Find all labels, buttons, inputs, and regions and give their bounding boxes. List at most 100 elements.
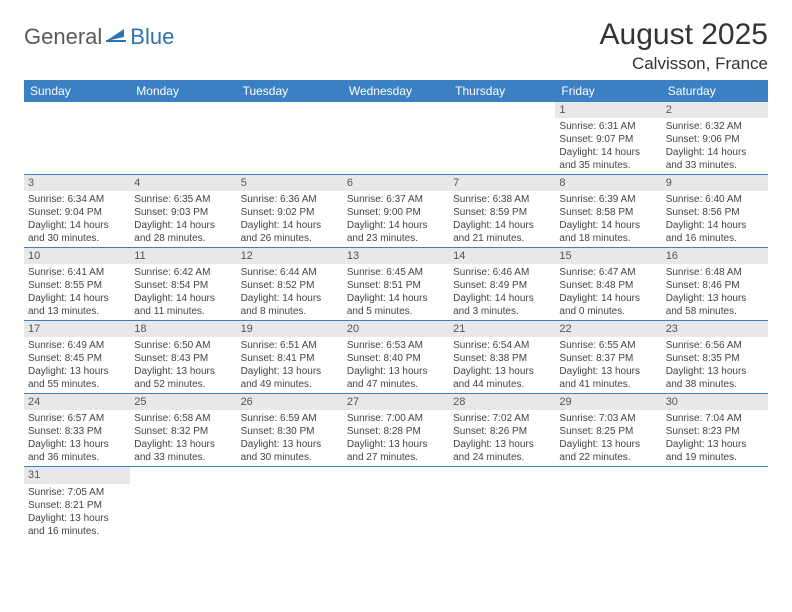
calendar-cell: [130, 102, 236, 175]
day-number: 4: [130, 175, 236, 191]
day-info: Sunrise: 6:36 AMSunset: 9:02 PMDaylight:…: [237, 191, 343, 247]
day-number: 19: [237, 321, 343, 337]
calendar-cell: [449, 467, 555, 540]
logo-text-general: General: [24, 24, 102, 50]
calendar-cell: 4Sunrise: 6:35 AMSunset: 9:03 PMDaylight…: [130, 175, 236, 248]
calendar-cell: 8Sunrise: 6:39 AMSunset: 8:58 PMDaylight…: [555, 175, 661, 248]
day-info: Sunrise: 6:56 AMSunset: 8:35 PMDaylight:…: [662, 337, 768, 393]
day-number: 15: [555, 248, 661, 264]
day-number: 8: [555, 175, 661, 191]
calendar-cell: 10Sunrise: 6:41 AMSunset: 8:55 PMDayligh…: [24, 248, 130, 321]
calendar-cell: 6Sunrise: 6:37 AMSunset: 9:00 PMDaylight…: [343, 175, 449, 248]
calendar-cell: 27Sunrise: 7:00 AMSunset: 8:28 PMDayligh…: [343, 394, 449, 467]
day-info: Sunrise: 7:00 AMSunset: 8:28 PMDaylight:…: [343, 410, 449, 466]
weekday-header: Wednesday: [343, 80, 449, 102]
title-block: August 2025 Calvisson, France: [600, 18, 768, 74]
day-info: Sunrise: 6:46 AMSunset: 8:49 PMDaylight:…: [449, 264, 555, 320]
calendar-cell: 1Sunrise: 6:31 AMSunset: 9:07 PMDaylight…: [555, 102, 661, 175]
day-number: 12: [237, 248, 343, 264]
calendar-week-row: 24Sunrise: 6:57 AMSunset: 8:33 PMDayligh…: [24, 394, 768, 467]
weekday-header: Friday: [555, 80, 661, 102]
calendar-cell: 28Sunrise: 7:02 AMSunset: 8:26 PMDayligh…: [449, 394, 555, 467]
day-info: Sunrise: 6:48 AMSunset: 8:46 PMDaylight:…: [662, 264, 768, 320]
day-info: Sunrise: 6:58 AMSunset: 8:32 PMDaylight:…: [130, 410, 236, 466]
logo: General Blue: [24, 24, 174, 50]
day-info: Sunrise: 6:47 AMSunset: 8:48 PMDaylight:…: [555, 264, 661, 320]
calendar-cell: 22Sunrise: 6:55 AMSunset: 8:37 PMDayligh…: [555, 321, 661, 394]
day-number: 17: [24, 321, 130, 337]
calendar-cell: 17Sunrise: 6:49 AMSunset: 8:45 PMDayligh…: [24, 321, 130, 394]
location: Calvisson, France: [600, 54, 768, 74]
calendar-week-row: 1Sunrise: 6:31 AMSunset: 9:07 PMDaylight…: [24, 102, 768, 175]
calendar-cell: [449, 102, 555, 175]
day-number: 26: [237, 394, 343, 410]
calendar-cell: [130, 467, 236, 540]
calendar-cell: 23Sunrise: 6:56 AMSunset: 8:35 PMDayligh…: [662, 321, 768, 394]
day-info: Sunrise: 6:39 AMSunset: 8:58 PMDaylight:…: [555, 191, 661, 247]
day-info: Sunrise: 6:59 AMSunset: 8:30 PMDaylight:…: [237, 410, 343, 466]
calendar-cell: [662, 467, 768, 540]
calendar-cell: 16Sunrise: 6:48 AMSunset: 8:46 PMDayligh…: [662, 248, 768, 321]
day-info: Sunrise: 6:45 AMSunset: 8:51 PMDaylight:…: [343, 264, 449, 320]
day-number: 31: [24, 467, 130, 483]
calendar-cell: 25Sunrise: 6:58 AMSunset: 8:32 PMDayligh…: [130, 394, 236, 467]
calendar-week-row: 17Sunrise: 6:49 AMSunset: 8:45 PMDayligh…: [24, 321, 768, 394]
calendar-cell: 12Sunrise: 6:44 AMSunset: 8:52 PMDayligh…: [237, 248, 343, 321]
flag-icon: [106, 27, 128, 48]
weekday-header: Tuesday: [237, 80, 343, 102]
calendar-cell: 9Sunrise: 6:40 AMSunset: 8:56 PMDaylight…: [662, 175, 768, 248]
day-number: 3: [24, 175, 130, 191]
calendar-cell: 11Sunrise: 6:42 AMSunset: 8:54 PMDayligh…: [130, 248, 236, 321]
calendar-cell: 20Sunrise: 6:53 AMSunset: 8:40 PMDayligh…: [343, 321, 449, 394]
weekday-header: Saturday: [662, 80, 768, 102]
day-number: 23: [662, 321, 768, 337]
calendar-cell: [237, 102, 343, 175]
day-number: 22: [555, 321, 661, 337]
day-number: 2: [662, 102, 768, 118]
calendar-cell: [343, 467, 449, 540]
day-info: Sunrise: 6:50 AMSunset: 8:43 PMDaylight:…: [130, 337, 236, 393]
day-number: 27: [343, 394, 449, 410]
day-info: Sunrise: 7:03 AMSunset: 8:25 PMDaylight:…: [555, 410, 661, 466]
day-info: Sunrise: 6:49 AMSunset: 8:45 PMDaylight:…: [24, 337, 130, 393]
calendar-cell: [555, 467, 661, 540]
calendar-cell: 15Sunrise: 6:47 AMSunset: 8:48 PMDayligh…: [555, 248, 661, 321]
calendar-cell: [343, 102, 449, 175]
weekday-header: Monday: [130, 80, 236, 102]
day-info: Sunrise: 6:41 AMSunset: 8:55 PMDaylight:…: [24, 264, 130, 320]
day-info: Sunrise: 6:44 AMSunset: 8:52 PMDaylight:…: [237, 264, 343, 320]
calendar-cell: 29Sunrise: 7:03 AMSunset: 8:25 PMDayligh…: [555, 394, 661, 467]
weekday-header-row: Sunday Monday Tuesday Wednesday Thursday…: [24, 80, 768, 102]
day-number: 20: [343, 321, 449, 337]
day-number: 6: [343, 175, 449, 191]
calendar-table: Sunday Monday Tuesday Wednesday Thursday…: [24, 80, 768, 540]
day-info: Sunrise: 7:02 AMSunset: 8:26 PMDaylight:…: [449, 410, 555, 466]
logo-text-blue: Blue: [130, 24, 174, 50]
calendar-cell: 14Sunrise: 6:46 AMSunset: 8:49 PMDayligh…: [449, 248, 555, 321]
calendar-cell: 2Sunrise: 6:32 AMSunset: 9:06 PMDaylight…: [662, 102, 768, 175]
calendar-week-row: 31Sunrise: 7:05 AMSunset: 8:21 PMDayligh…: [24, 467, 768, 540]
day-number: 28: [449, 394, 555, 410]
calendar-cell: 3Sunrise: 6:34 AMSunset: 9:04 PMDaylight…: [24, 175, 130, 248]
calendar-cell: 5Sunrise: 6:36 AMSunset: 9:02 PMDaylight…: [237, 175, 343, 248]
calendar-cell: 31Sunrise: 7:05 AMSunset: 8:21 PMDayligh…: [24, 467, 130, 540]
day-info: Sunrise: 7:05 AMSunset: 8:21 PMDaylight:…: [24, 484, 130, 540]
day-number: 16: [662, 248, 768, 264]
calendar-cell: 24Sunrise: 6:57 AMSunset: 8:33 PMDayligh…: [24, 394, 130, 467]
day-number: 14: [449, 248, 555, 264]
day-info: Sunrise: 6:55 AMSunset: 8:37 PMDaylight:…: [555, 337, 661, 393]
calendar-cell: 7Sunrise: 6:38 AMSunset: 8:59 PMDaylight…: [449, 175, 555, 248]
day-number: 24: [24, 394, 130, 410]
header: General Blue August 2025 Calvisson, Fran…: [24, 18, 768, 74]
day-info: Sunrise: 6:51 AMSunset: 8:41 PMDaylight:…: [237, 337, 343, 393]
day-number: 30: [662, 394, 768, 410]
day-number: 18: [130, 321, 236, 337]
day-number: 5: [237, 175, 343, 191]
day-info: Sunrise: 6:32 AMSunset: 9:06 PMDaylight:…: [662, 118, 768, 174]
day-info: Sunrise: 6:34 AMSunset: 9:04 PMDaylight:…: [24, 191, 130, 247]
calendar-cell: 26Sunrise: 6:59 AMSunset: 8:30 PMDayligh…: [237, 394, 343, 467]
day-info: Sunrise: 6:31 AMSunset: 9:07 PMDaylight:…: [555, 118, 661, 174]
month-title: August 2025: [600, 18, 768, 52]
day-number: 25: [130, 394, 236, 410]
day-number: 29: [555, 394, 661, 410]
